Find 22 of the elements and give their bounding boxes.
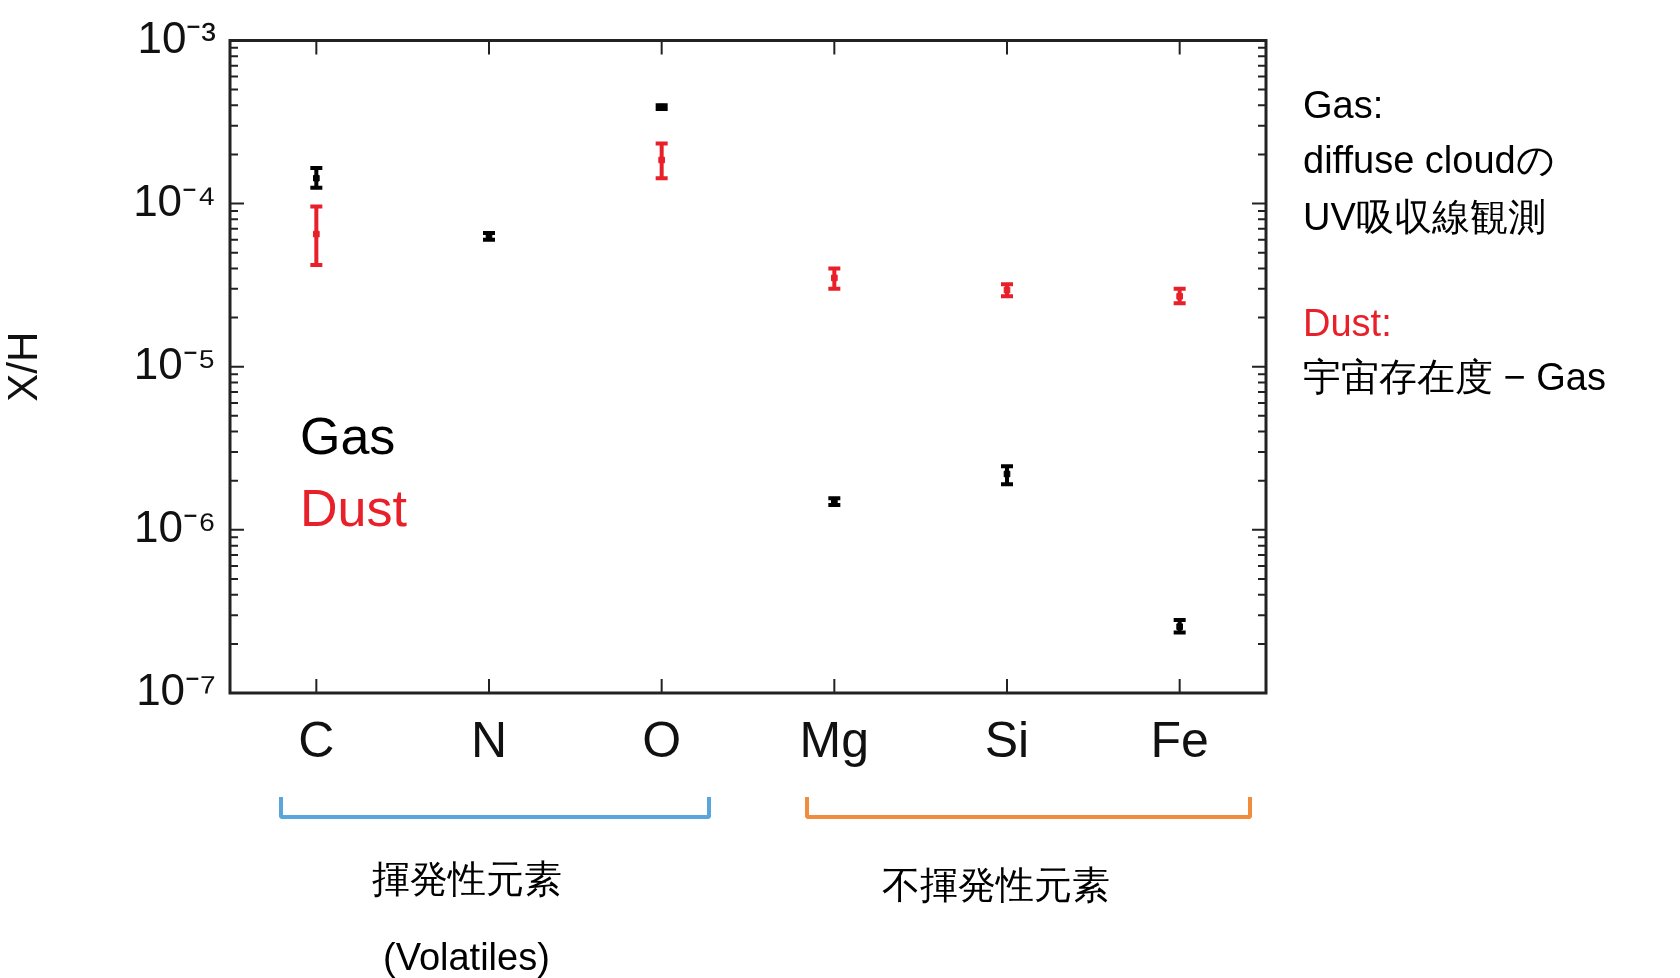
x-tick-label: Mg <box>799 711 870 768</box>
text: Dust <box>300 479 407 537</box>
text: diffuse cloudの <box>1303 139 1555 181</box>
y-tick-label: 10⁻⁶ <box>133 501 216 551</box>
text: 宇宙存在度 − Gas <box>1303 356 1606 398</box>
x-tick-label: O <box>642 711 682 768</box>
text: Gas: <box>1303 84 1384 126</box>
text: Dust: <box>1303 302 1392 344</box>
x-tick-label: C <box>298 711 335 768</box>
x-tick-label: Si <box>984 711 1030 768</box>
y-tick-label: 10⁻³ <box>137 12 216 62</box>
y-axis-title: X/H <box>0 331 46 402</box>
text: 揮発性元素 <box>372 858 562 900</box>
text: Gas <box>300 407 397 465</box>
y-tick-label: 10⁻⁵ <box>133 338 216 388</box>
text: UV吸収線観測 <box>1303 196 1546 238</box>
text: 不揮発性元素 <box>882 864 1110 906</box>
text: (Volatiles) <box>383 936 550 978</box>
x-tick-label: N <box>470 711 508 768</box>
y-tick-label: 10⁻⁷ <box>136 665 216 715</box>
x-tick-label: Fe <box>1150 711 1209 768</box>
y-tick-label: 10⁻⁴ <box>133 175 216 225</box>
